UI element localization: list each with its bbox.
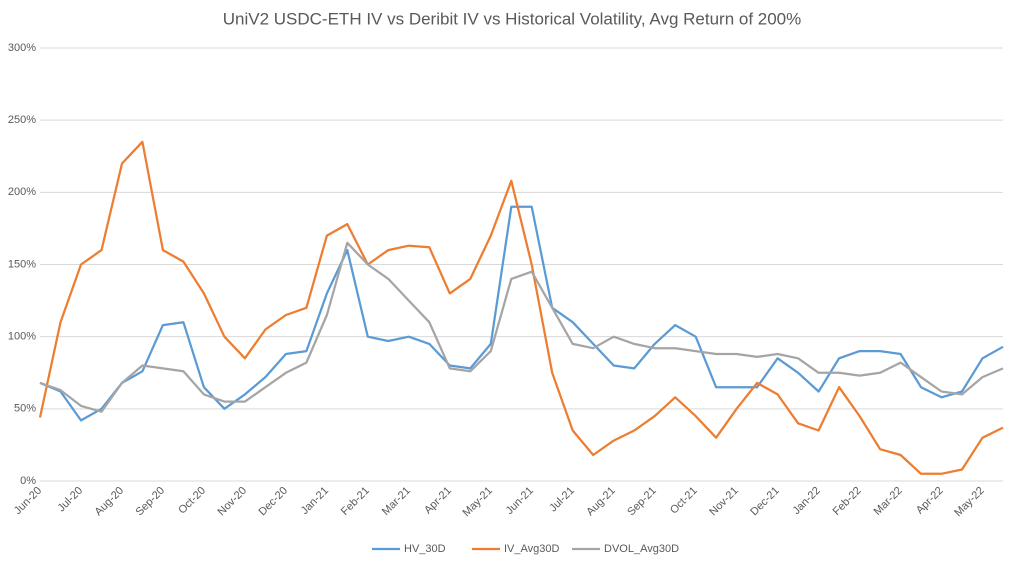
x-tick-label: Jun-20 — [12, 485, 44, 517]
x-tick-label: Jan-21 — [299, 485, 331, 517]
x-tick-label: Sep-21 — [625, 485, 659, 519]
y-tick-label: 100% — [8, 331, 36, 343]
x-tick-label: Feb-21 — [339, 485, 372, 518]
series-line — [39, 205, 1004, 422]
y-tick-label: 50% — [14, 403, 36, 415]
legend-label: IV_Avg30D — [504, 543, 560, 555]
x-tick-label: Aug-20 — [93, 485, 127, 519]
legend-label: DVOL_Avg30D — [604, 543, 679, 555]
y-tick-label: 250% — [8, 114, 36, 126]
x-tick-label: Oct-21 — [668, 485, 700, 517]
x-tick-label: May-22 — [952, 485, 986, 519]
series-line — [39, 241, 1004, 413]
x-tick-label: Mar-21 — [380, 485, 413, 518]
x-tick-label: Apr-22 — [914, 485, 946, 517]
y-tick-label: 200% — [8, 186, 36, 198]
legend-item: DVOL_Avg30D — [572, 543, 679, 555]
x-tick-label: Sep-20 — [134, 485, 168, 519]
x-tick-label: Apr-21 — [422, 485, 454, 517]
y-tick-label: 300% — [8, 42, 36, 54]
x-tick-label: Mar-22 — [872, 485, 905, 518]
chart-title: UniV2 USDC-ETH IV vs Deribit IV vs Histo… — [223, 9, 802, 28]
x-tick-label: Jul-21 — [547, 485, 577, 515]
x-tick-label: Oct-20 — [176, 485, 208, 517]
y-tick-label: 0% — [20, 475, 36, 487]
x-tick-label: Nov-20 — [216, 485, 250, 519]
x-tick-label: Dec-21 — [748, 485, 782, 519]
x-tick-label: Jul-20 — [55, 485, 85, 515]
x-tick-label: Aug-21 — [584, 485, 618, 519]
x-tick-label: Jan-22 — [790, 485, 822, 517]
series-line — [38, 140, 1004, 475]
x-tick-label: Jun-21 — [504, 485, 536, 517]
x-tick-label: Nov-21 — [707, 485, 741, 519]
legend-item: IV_Avg30D — [472, 543, 560, 555]
y-tick-label: 150% — [8, 258, 36, 270]
legend-label: HV_30D — [404, 543, 446, 555]
x-tick-label: Dec-20 — [256, 485, 290, 519]
legend-item: HV_30D — [372, 543, 446, 555]
x-tick-label: Feb-22 — [831, 485, 864, 518]
x-tick-label: May-21 — [461, 485, 495, 519]
